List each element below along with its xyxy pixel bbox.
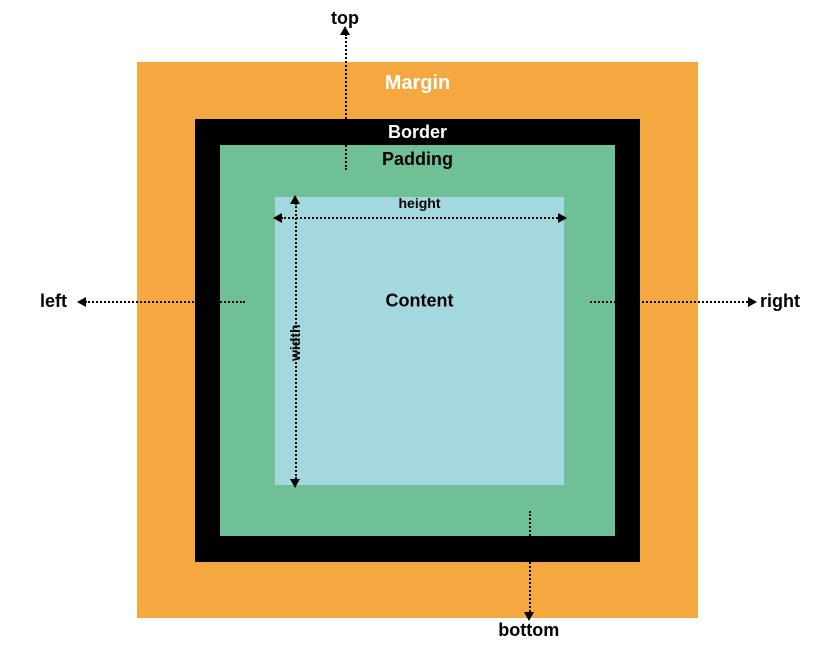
width-arrowhead-bottom-icon (290, 479, 300, 488)
left-label: left (40, 291, 67, 312)
top-arrow-line (345, 34, 347, 170)
border-label: Border (388, 122, 447, 143)
bottom-label: bottom (498, 620, 559, 641)
width-arrow-line (295, 203, 297, 479)
right-arrowhead-icon (748, 297, 757, 307)
height-dimension-label: height (399, 195, 441, 211)
left-arrow-line (85, 301, 245, 303)
content-label: Content (386, 291, 454, 312)
height-arrowhead-left-icon (273, 213, 282, 223)
width-arrowhead-top-icon (290, 195, 300, 204)
left-arrowhead-icon (77, 297, 86, 307)
top-arrowhead-icon (340, 26, 350, 35)
margin-label: Margin (385, 72, 451, 95)
padding-label: Padding (382, 149, 453, 170)
box-model-diagram: Margin Border Padding Content top bottom… (0, 0, 840, 652)
height-arrowhead-right-icon (558, 213, 567, 223)
right-label: right (760, 291, 800, 312)
content-layer (275, 197, 564, 485)
bottom-arrow-line (529, 511, 531, 612)
right-arrow-line (590, 301, 748, 303)
height-arrow-line (281, 217, 558, 219)
bottom-arrowhead-icon (524, 612, 534, 621)
